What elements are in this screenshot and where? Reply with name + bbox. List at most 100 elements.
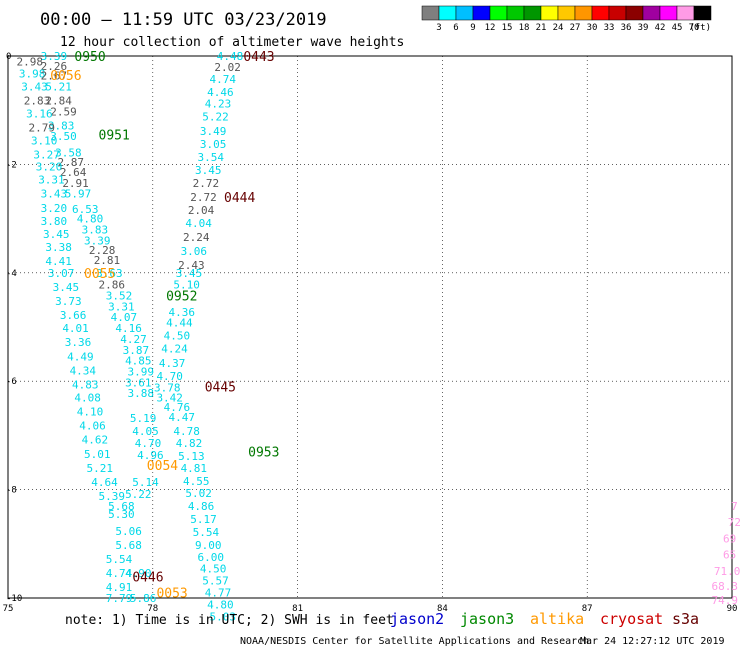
color-scale-label: 27 (570, 23, 581, 33)
color-swatch (659, 5, 678, 21)
x-tick-label: 87 (582, 604, 593, 614)
color-swatch (591, 5, 610, 21)
wave-height-point: 3.06 (181, 245, 208, 258)
wave-height-point: 3.20 (36, 161, 63, 174)
wave-height-point: 3.39 (41, 50, 68, 63)
wave-height-point: 4.46 (207, 86, 234, 99)
color-swatch (472, 5, 491, 21)
x-tick-label: 75 (3, 604, 14, 614)
wave-height-point: 4.49 (67, 350, 94, 363)
wave-height-point: 7.79 (106, 592, 133, 605)
wave-height-point: 2.72 (190, 191, 217, 204)
color-swatch (676, 5, 695, 21)
wave-height-point: 3.45 (176, 267, 203, 280)
color-scale-label: 15 (502, 23, 513, 33)
wave-height-point: 71.0 (714, 565, 740, 578)
wave-height-point: 3.07 (48, 267, 75, 280)
wave-height-point: 4.91 (106, 581, 133, 594)
wave-height-point: 3.52 (106, 290, 133, 303)
wave-height-point: 4.27 (120, 333, 147, 346)
grid (8, 56, 732, 598)
time-label: 0054 (147, 459, 178, 474)
wave-height-point: 65 (723, 549, 736, 562)
wave-height-point: 3.87 (123, 344, 150, 357)
wave-height-point: 2.79 (29, 122, 56, 135)
wave-height-point: 5.68 (115, 539, 142, 552)
wave-height-point: 3.66 (60, 309, 87, 322)
wave-height-point: 3.78 (154, 382, 181, 395)
wave-height-point: 4.82 (176, 437, 203, 450)
wave-height-point: 3.45 (43, 228, 70, 241)
wave-height-point: 2.84 (45, 94, 72, 107)
chart-title: 00:00 – 11:59 UTC 03/23/2019 (40, 10, 327, 30)
legend-item-jason2: jason2 (390, 610, 444, 628)
wave-height-point: 5.21 (45, 80, 72, 93)
color-swatch (523, 5, 542, 21)
wave-height-point: 6.00 (197, 551, 224, 564)
legend-item-altika: altika (530, 610, 584, 628)
wave-height-point: 2.67 (41, 70, 68, 83)
wave-height-point: 3.43 (21, 80, 48, 93)
wave-height-point: 3.63 (96, 267, 123, 280)
wave-height-point: 4.05 (132, 425, 159, 438)
wave-height-point: 3.16 (26, 107, 53, 120)
wave-height-point: 5.19 (130, 412, 157, 425)
time-label: 0053 (156, 587, 187, 602)
wave-height-point: 5.06 (115, 525, 142, 538)
wave-height-point: 5.17 (190, 513, 217, 526)
color-swatch (625, 5, 644, 21)
wave-height-point: 2.87 (57, 156, 84, 169)
wave-height-point: 3.20 (41, 202, 68, 215)
x-tick-label: 78 (147, 604, 158, 614)
color-scale-label: 30 (587, 23, 598, 33)
wave-height-point: 2.28 (89, 244, 116, 257)
wave-height-point: 4.48 (217, 50, 244, 63)
wave-height-point: 2.91 (62, 177, 89, 190)
wave-height-point: 4.74 (106, 567, 133, 580)
wave-height-point: 4.85 (125, 355, 152, 368)
wave-height-point: 5.03 (210, 610, 237, 623)
color-scale-label: 42 (655, 23, 666, 33)
y-tick-label: -6 (6, 377, 17, 387)
wave-height-point: 4.07 (111, 311, 138, 324)
y-tick-label: -4 (6, 269, 17, 279)
wave-height-point: 4.80 (207, 599, 234, 612)
wave-height-point: 3.31 (38, 174, 65, 187)
wave-height-point: 4.90 (125, 567, 152, 580)
wave-height-point: 4.16 (115, 322, 142, 335)
time-labels: 0950 0056 0951 0055 0952 0054 0953 0443 0444 0445… (50, 50, 279, 602)
color-scale-label: 12 (485, 23, 496, 33)
wave-height-point: 4.64 (91, 476, 118, 489)
time-label: 0446 (132, 570, 163, 585)
x-tick-label: 90 (727, 604, 738, 614)
wave-height-point: 5.68 (108, 500, 135, 513)
footer-credit: NOAA/NESDIS Center for Satellite Applica… (240, 636, 589, 647)
wave-height-point: 5.86 (130, 592, 157, 605)
wave-height-point: 4.81 (181, 462, 208, 475)
wave-height-point: 4.70 (156, 370, 183, 383)
wave-height-point: 2.81 (94, 254, 121, 267)
color-swatch (693, 5, 712, 21)
color-scale-legend: 3 6 9 12 15 18 21 24 27 30 33 36 39 42 45 70(ft) (421, 5, 712, 33)
wave-height-point: 5.14 (132, 476, 159, 489)
wave-height-point: 4.34 (70, 364, 97, 377)
wave-height-point: 3.49 (200, 125, 227, 138)
x-tick-label: 81 (292, 604, 303, 614)
wave-height-point: 4.74 (210, 73, 237, 86)
time-label: 0951 (99, 129, 130, 144)
wave-height-point: 7 (731, 500, 738, 513)
wave-height-point: 3.88 (127, 387, 154, 400)
wave-height-point: 4.37 (159, 357, 186, 370)
wave-height-point: 3.36 (65, 336, 92, 349)
color-scale-label: 39 (638, 23, 649, 33)
wave-height-point: 3.50 (50, 130, 77, 143)
wave-height-point: 4.44 (166, 317, 193, 330)
color-swatch (438, 5, 457, 21)
time-label: 0952 (166, 290, 197, 305)
plot-frame (7, 55, 733, 599)
wave-height-point: 3.10 (31, 135, 58, 148)
wave-height-point: 2.02 (214, 61, 241, 74)
satellite-legend: jason2 jason3 altika cryosat s3a (390, 610, 699, 628)
y-tick-label: -8 (6, 486, 17, 496)
color-scale-label: 36 (621, 23, 632, 33)
